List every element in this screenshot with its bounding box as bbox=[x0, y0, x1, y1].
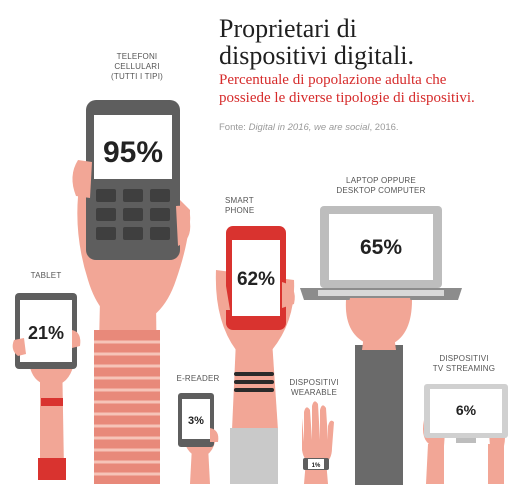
ereader-group: 3% bbox=[178, 393, 219, 484]
laptop-keyboard bbox=[318, 290, 444, 296]
source-prefix: Fonte: bbox=[219, 122, 249, 133]
label-tv: DISPOSITIVI TV STREAMING bbox=[424, 354, 504, 374]
chart-title: Proprietari di dispositivi digitali. bbox=[219, 15, 519, 69]
laptop-value-label: 65% bbox=[360, 236, 402, 259]
title-line-1: Proprietari di bbox=[219, 14, 357, 43]
tablet-screen bbox=[20, 300, 72, 362]
tv-value-label: 6% bbox=[456, 402, 477, 418]
phone-key bbox=[123, 227, 143, 240]
wearable-hand bbox=[302, 401, 334, 464]
phone-value-label: 95% bbox=[103, 136, 163, 169]
ereader-screen bbox=[182, 399, 210, 439]
laptop-sleeve bbox=[355, 345, 403, 485]
label-phone-line-1: TELEFONI bbox=[116, 52, 158, 61]
label-tablet: TABLET bbox=[18, 271, 74, 281]
phone-sleeve-stripes bbox=[94, 340, 160, 476]
laptop-screen bbox=[329, 214, 433, 280]
laptop-group: 65% bbox=[300, 206, 462, 485]
wearable-face bbox=[308, 459, 324, 469]
tablet-sleeve bbox=[38, 458, 66, 480]
label-smartphone-line-2: PHONE bbox=[225, 206, 255, 215]
tv-left-arm bbox=[426, 444, 444, 484]
smartphone-bracelets bbox=[234, 372, 274, 392]
wearable-group: 1% bbox=[302, 401, 334, 484]
label-wearable: DISPOSITIVI WEARABLE bbox=[282, 378, 346, 398]
phone-sleeve bbox=[94, 330, 160, 484]
tablet-fingers bbox=[72, 330, 81, 348]
label-tv-line-2: TV STREAMING bbox=[432, 364, 496, 373]
ereader-value-label: 3% bbox=[188, 415, 204, 427]
tablet-group: 21% bbox=[12, 293, 81, 480]
phone-thumb bbox=[72, 160, 92, 198]
smartphone-arm bbox=[232, 340, 278, 430]
phone-key bbox=[123, 208, 143, 221]
subtitle-line-2: possiede le diverse tipologie di disposi… bbox=[219, 90, 475, 106]
source-title: Digital in 2016, we are social bbox=[248, 122, 370, 133]
phone-key bbox=[96, 189, 116, 202]
wearable-value-label: 1% bbox=[312, 463, 321, 469]
ereader-fingers bbox=[210, 428, 219, 442]
phone-group: 95% bbox=[72, 100, 191, 484]
label-ereader-line-1: E-READER bbox=[176, 374, 220, 383]
phone-fingers bbox=[176, 205, 191, 246]
label-laptop-line-1: LAPTOP OPPURE bbox=[346, 176, 416, 185]
smartphone-bracelet bbox=[234, 380, 274, 384]
label-tablet-line-1: TABLET bbox=[30, 271, 62, 280]
phone-key bbox=[96, 208, 116, 221]
tablet-value-label: 21% bbox=[28, 323, 64, 343]
tv-screen bbox=[430, 389, 502, 433]
smartphone-sleeve bbox=[230, 428, 278, 484]
phone-key bbox=[150, 208, 170, 221]
phone-key bbox=[96, 227, 116, 240]
label-smartphone: SMART PHONE bbox=[225, 196, 289, 216]
smartphone-fingers bbox=[282, 282, 295, 308]
chart-subtitle: Percentuale di popolazione adulta che po… bbox=[219, 71, 519, 107]
tablet-thumb bbox=[12, 338, 26, 356]
phone-screen bbox=[94, 115, 172, 179]
laptop-fingers bbox=[348, 298, 412, 318]
smartphone-bracelet bbox=[234, 372, 274, 376]
phone-key bbox=[123, 189, 143, 202]
label-laptop: LAPTOP OPPURE DESKTOP COMPUTER bbox=[325, 176, 437, 196]
label-wearable-line-2: WEARABLE bbox=[290, 388, 338, 397]
tv-group: 6% bbox=[423, 384, 508, 484]
tv-right-arm bbox=[488, 444, 504, 484]
label-tv-line-1: DISPOSITIVI bbox=[439, 354, 489, 363]
label-wearable-line-1: DISPOSITIVI bbox=[289, 378, 339, 387]
tablet-bracelet bbox=[41, 398, 63, 406]
label-ereader: E-READER bbox=[170, 374, 226, 384]
tv-stand bbox=[456, 438, 476, 443]
smartphone-bracelet bbox=[234, 388, 274, 392]
phone-key bbox=[150, 227, 170, 240]
smartphone-value-label: 62% bbox=[237, 269, 275, 290]
source-suffix: , 2016. bbox=[369, 122, 399, 133]
label-phone: TELEFONI CELLULARI (TUTTI I TIPI) bbox=[102, 52, 172, 82]
label-phone-line-2: CELLULARI bbox=[114, 62, 160, 71]
smartphone-thumb bbox=[218, 286, 230, 310]
label-laptop-line-2: DESKTOP COMPUTER bbox=[336, 186, 426, 195]
phone-key bbox=[150, 189, 170, 202]
source-note: Fonte: Digital in 2016, we are social, 2… bbox=[219, 122, 399, 133]
subtitle-line-1: Percentuale di popolazione adulta che bbox=[219, 72, 447, 88]
label-smartphone-line-1: SMART bbox=[225, 196, 254, 205]
smartphone-group: 62% bbox=[215, 226, 295, 484]
phone-keypad bbox=[96, 189, 170, 240]
title-line-2: dispositivi digitali. bbox=[219, 41, 415, 70]
smartphone-screen bbox=[232, 240, 280, 316]
label-phone-line-3: (TUTTI I TIPI) bbox=[111, 72, 163, 81]
